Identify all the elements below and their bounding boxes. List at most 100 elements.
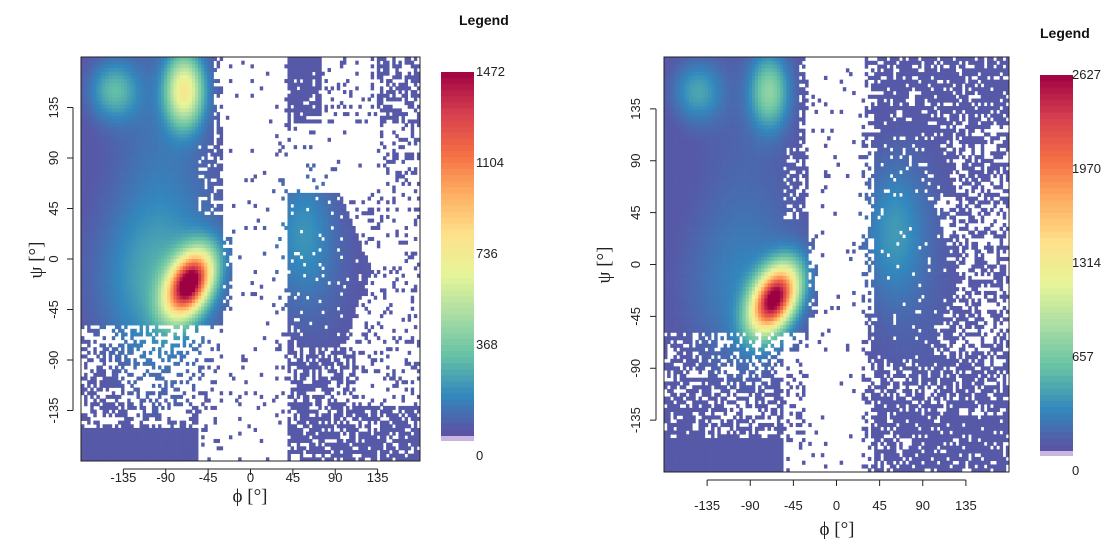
heatmap-cell xyxy=(145,262,150,267)
heatmap-cell xyxy=(87,339,91,344)
heatmap-cell xyxy=(158,148,162,153)
heatmap-cell xyxy=(108,288,113,293)
heatmap-cell xyxy=(207,292,211,297)
heatmap-cell xyxy=(309,207,313,212)
heatmap-cell xyxy=(161,218,165,223)
heatmap-cell xyxy=(302,119,307,124)
heatmap-cell xyxy=(201,277,205,282)
heatmap-cell xyxy=(225,277,230,282)
heatmap-cell xyxy=(201,192,205,197)
heatmap-cell xyxy=(195,236,199,241)
heatmap-cell xyxy=(201,82,205,87)
heatmap-cell xyxy=(210,314,214,319)
heatmap-cell xyxy=(139,435,143,440)
heatmap-cell xyxy=(142,413,147,418)
heatmap-cell xyxy=(136,203,140,208)
heatmap-cell xyxy=(179,251,184,256)
heatmap-cell xyxy=(219,446,224,451)
heatmap-cell xyxy=(90,310,94,315)
heatmap-cell xyxy=(185,314,190,319)
heatmap-cell xyxy=(287,394,291,399)
heatmap-cell xyxy=(188,273,193,278)
heatmap-cell xyxy=(90,380,94,385)
heatmap-cell xyxy=(312,457,316,462)
heatmap-cell xyxy=(139,240,143,245)
heatmap-cell xyxy=(182,332,187,337)
heatmap-cell xyxy=(225,251,230,256)
heatmap-cell xyxy=(105,277,110,282)
heatmap-cell xyxy=(87,57,91,62)
heatmap-cell xyxy=(117,383,122,388)
heatmap-cell xyxy=(130,163,134,168)
heatmap-cell xyxy=(108,211,113,216)
heatmap-cell xyxy=(201,435,205,440)
heatmap-cell xyxy=(84,97,88,102)
heatmap-cell xyxy=(136,145,140,150)
heatmap-cell xyxy=(185,181,190,186)
heatmap-cell xyxy=(253,427,258,432)
heatmap-cell xyxy=(293,101,298,106)
heatmap-cell xyxy=(117,64,122,69)
heatmap-cell xyxy=(84,86,88,91)
heatmap-cell xyxy=(87,277,91,282)
heatmap-cell xyxy=(164,391,168,396)
heatmap-cell xyxy=(154,178,159,183)
heatmap-cell xyxy=(121,350,125,355)
heatmap-cell xyxy=(182,442,187,447)
heatmap-cell xyxy=(198,170,202,175)
heatmap-cell xyxy=(207,225,211,230)
heatmap-cell xyxy=(84,64,88,69)
heatmap-cell xyxy=(275,394,279,399)
heatmap-cell xyxy=(210,189,214,194)
heatmap-cell xyxy=(117,427,122,432)
heatmap-cell xyxy=(93,108,97,113)
heatmap-cell xyxy=(121,453,125,458)
heatmap-cell xyxy=(201,292,205,297)
heatmap-cell xyxy=(207,148,211,153)
heatmap-cell xyxy=(287,60,291,65)
heatmap-cell xyxy=(142,119,147,124)
heatmap-cell xyxy=(161,60,165,65)
heatmap-cell xyxy=(133,277,137,282)
heatmap-cell xyxy=(299,214,304,219)
heatmap-cell xyxy=(296,284,301,289)
heatmap-cell xyxy=(219,189,224,194)
heatmap-cell xyxy=(287,306,291,311)
heatmap-cell xyxy=(179,170,184,175)
heatmap-cell xyxy=(133,361,137,366)
heatmap-cell xyxy=(130,350,134,355)
heatmap-cell xyxy=(182,259,187,264)
heatmap-cell xyxy=(195,225,199,230)
heatmap-cell xyxy=(302,244,307,249)
heatmap-cell xyxy=(219,196,224,201)
heatmap-cell xyxy=(170,299,174,304)
heatmap-cell xyxy=(96,152,100,157)
heatmap-cell xyxy=(176,137,180,142)
heatmap-cell xyxy=(315,119,319,124)
heatmap-cell xyxy=(133,64,137,69)
heatmap-cell xyxy=(142,299,147,304)
heatmap-cell xyxy=(207,200,211,205)
heatmap-cell xyxy=(139,438,143,443)
heatmap-cell xyxy=(228,64,233,69)
heatmap-cell xyxy=(188,104,193,109)
heatmap-cell xyxy=(188,446,193,451)
heatmap-cell xyxy=(124,185,128,190)
heatmap-cell xyxy=(93,90,97,95)
heatmap-cell xyxy=(312,299,316,304)
heatmap-cell xyxy=(173,247,177,252)
heatmap-cell xyxy=(176,101,180,106)
heatmap-cell xyxy=(105,218,110,223)
heatmap-cell xyxy=(151,262,156,267)
heatmap-cell xyxy=(130,211,134,216)
heatmap-cell xyxy=(96,259,100,264)
heatmap-cell xyxy=(99,112,103,117)
heatmap-cell xyxy=(139,64,143,69)
heatmap-cell xyxy=(287,273,291,278)
heatmap-cell xyxy=(188,427,193,432)
heatmap-cell xyxy=(114,251,119,256)
heatmap-cell xyxy=(136,255,140,260)
heatmap-cell xyxy=(201,321,205,326)
heatmap-cell xyxy=(191,185,196,190)
heatmap-cell xyxy=(219,321,224,326)
